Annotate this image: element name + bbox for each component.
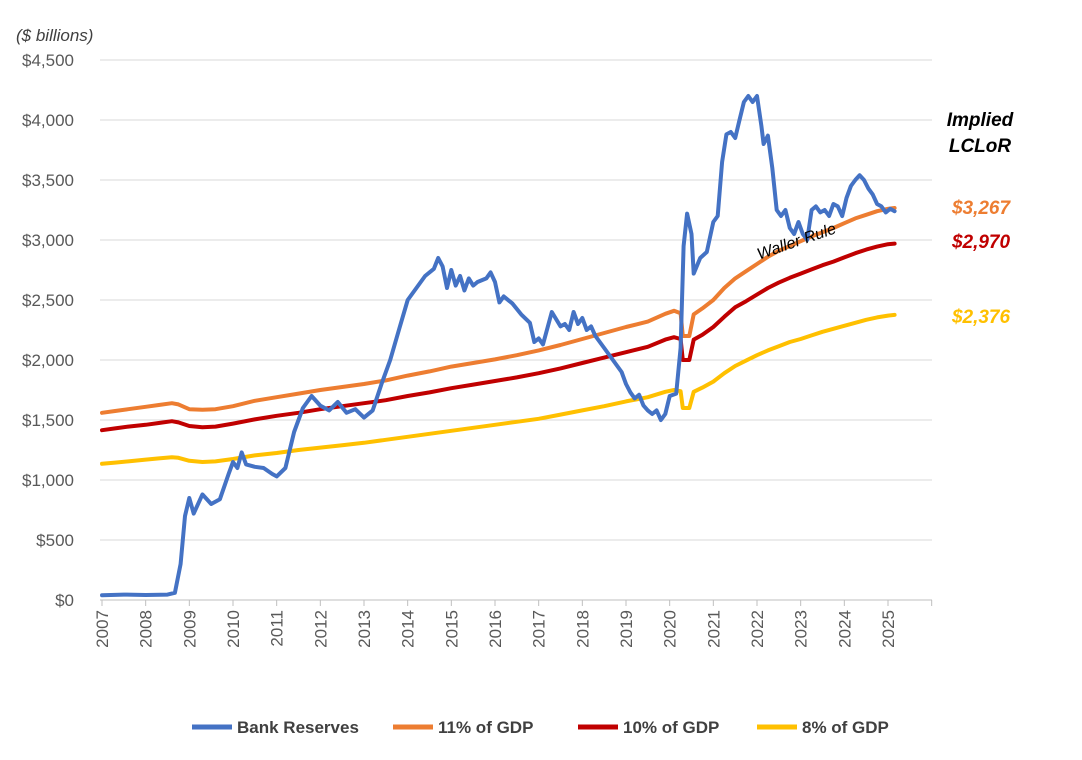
x-axis	[100, 599, 933, 606]
x-tick-label: 2014	[399, 610, 418, 648]
y-tick-label: $1,500	[22, 411, 74, 430]
end-label-10-of-gdp: $2,970	[951, 232, 1011, 253]
x-tick-label: 2012	[311, 610, 330, 648]
series-line-10-of-gdp	[100, 241, 897, 433]
series-line-11-of-gdp	[100, 206, 897, 415]
y-tick-label: $0	[55, 591, 74, 610]
y-tick-label: $2,500	[22, 291, 74, 310]
y-tick-label: $3,000	[22, 231, 74, 250]
series-lines	[100, 94, 897, 598]
y-tick-label: $3,500	[22, 171, 74, 190]
gridlines	[100, 59, 932, 541]
y-tick-label: $2,000	[22, 351, 74, 370]
end-label-11-of-gdp: $3,267	[951, 198, 1012, 219]
y-tick-labels: $0 $500 $1,000 $1,500 $2,000 $2,500 $3,000 $3,5…	[22, 51, 74, 610]
implied-lclor-header-line2: LCLoR	[949, 136, 1012, 157]
x-tick-label: 2024	[835, 610, 854, 648]
x-tick-label: 2010	[224, 610, 243, 648]
end-value-labels: $3,267 $2,970 $2,376	[951, 198, 1012, 328]
legend-label: 11% of GDP	[438, 718, 533, 737]
x-tick-label: 2009	[180, 610, 199, 648]
x-tick-label: 2019	[617, 610, 636, 648]
x-tick-label: 2007	[93, 610, 112, 648]
y-tick-label: $4,500	[22, 51, 74, 70]
x-tick-label: 2025	[879, 610, 898, 648]
x-tick-label: 2022	[748, 610, 767, 648]
x-tick-label: 2008	[137, 610, 156, 648]
y-tick-label: $4,000	[22, 111, 74, 130]
y-unit-label: ($ billions)	[16, 26, 93, 45]
x-tick-label: 2023	[792, 610, 811, 648]
legend-label: Bank Reserves	[237, 718, 359, 737]
legend: Bank Reserves 11% of GDP 10% of GDP 8% of G…	[192, 718, 889, 737]
x-tick-label: 2011	[268, 610, 287, 647]
x-tick-label: 2015	[442, 610, 461, 648]
series-line-8-of-gdp	[100, 312, 897, 466]
x-tick-labels: 2007 2008 2009 2010 2011 2012 2013 2014 2015 2016…	[93, 610, 898, 648]
x-tick-label: 2013	[355, 610, 374, 648]
implied-lclor-header-line1: Implied	[947, 110, 1014, 131]
series-line-bank-reserves	[100, 94, 897, 598]
x-tick-label: 2018	[573, 610, 592, 648]
end-label-8-of-gdp: $2,376	[951, 307, 1011, 328]
y-tick-label: $500	[36, 531, 74, 550]
legend-label: 10% of GDP	[623, 718, 719, 737]
y-tick-label: $1,000	[22, 471, 74, 490]
x-tick-label: 2017	[530, 610, 549, 648]
legend-label: 8% of GDP	[802, 718, 889, 737]
x-tick-label: 2021	[704, 610, 723, 648]
x-tick-label: 2020	[661, 610, 680, 648]
x-tick-label: 2016	[486, 610, 505, 648]
